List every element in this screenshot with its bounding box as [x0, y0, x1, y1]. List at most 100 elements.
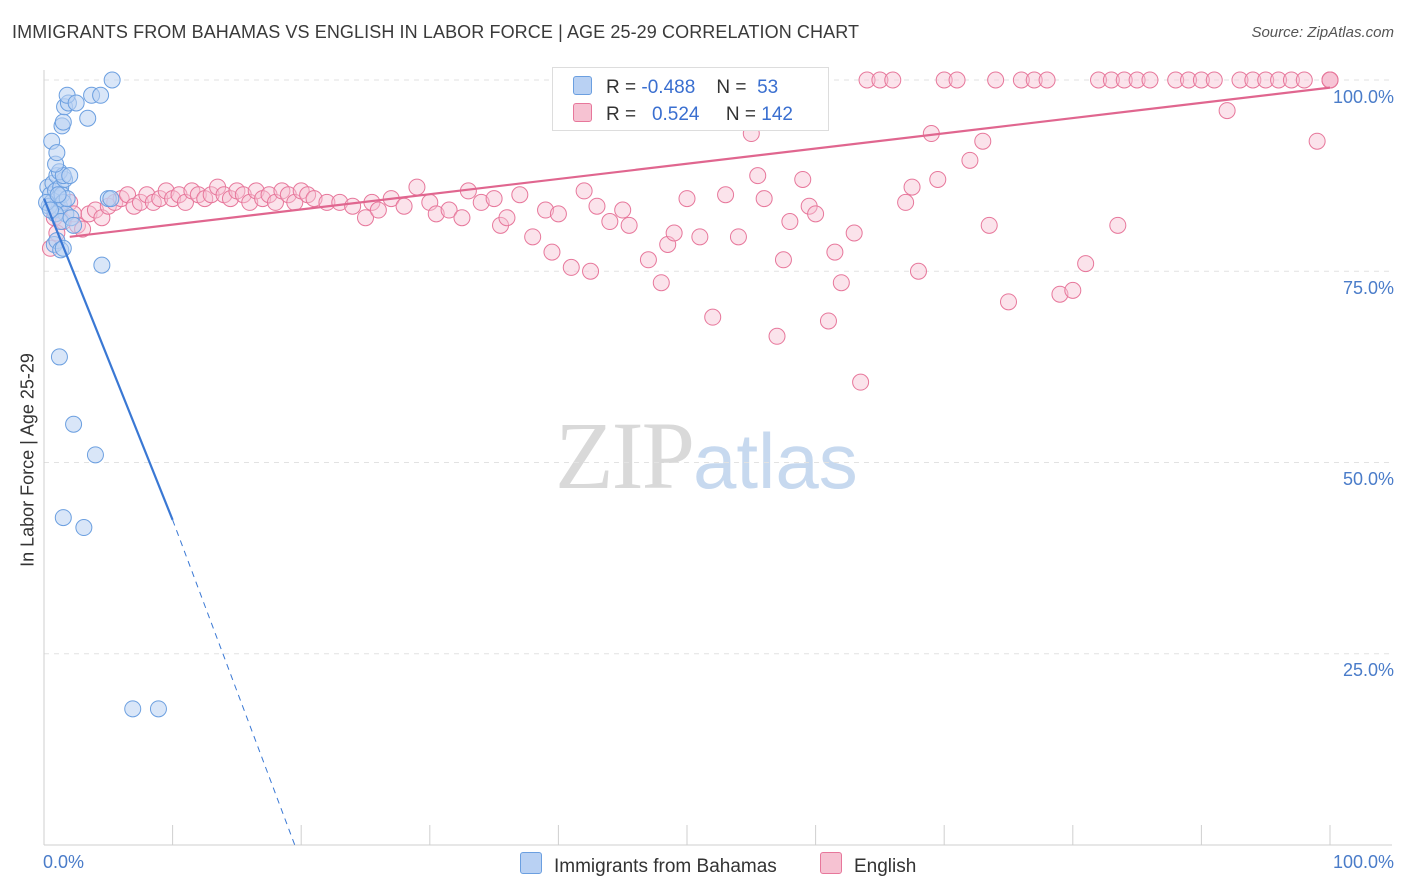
english-point: [357, 209, 374, 227]
english-point: [1218, 102, 1236, 120]
bahamas-point: [93, 256, 111, 274]
english-point: [1141, 71, 1159, 89]
x-tick-label-max: 100.0%: [1332, 852, 1394, 872]
english-point: [1282, 71, 1300, 89]
bahamas-trendline: [42, 198, 174, 521]
english-point: [524, 228, 542, 246]
r-value: 0.524: [651, 104, 700, 125]
english-point: [427, 205, 445, 223]
english-point: [755, 190, 773, 208]
english-point: [1000, 293, 1017, 311]
bahamas-point: [75, 519, 93, 537]
pink-swatch: [573, 103, 592, 122]
english-point: [980, 216, 998, 234]
english-point: [845, 224, 863, 242]
bahamas-point: [102, 190, 120, 208]
y-tick-label: 100.0%: [1332, 87, 1394, 107]
bahamas-point: [65, 415, 83, 433]
english-point: [929, 170, 947, 188]
bahamas-point: [149, 700, 167, 718]
pink-swatch: [820, 852, 842, 874]
y-tick-label: 75.0%: [1342, 278, 1394, 298]
english-point: [1128, 71, 1146, 89]
bahamas-point: [50, 348, 68, 366]
english-point: [453, 209, 471, 227]
bahamas-trendline-extension: [172, 519, 296, 846]
english-point: [1270, 71, 1288, 89]
legend-row-english: R = 0.524 N = 142: [573, 103, 793, 126]
english-point: [620, 216, 638, 234]
english-point: [511, 186, 529, 204]
english-point: [1180, 71, 1198, 89]
english-point: [652, 274, 670, 292]
legend-label: Immigrants from Bahamas: [554, 856, 777, 877]
n-label: N =: [716, 77, 747, 98]
english-point: [562, 258, 580, 276]
english-point: [974, 132, 992, 150]
y-tick-label: 25.0%: [1342, 660, 1394, 680]
bahamas-point: [103, 71, 121, 89]
english-point: [344, 197, 362, 215]
watermark-zip: ZIP: [555, 402, 695, 509]
legend-row-bahamas: R = -0.488 N = 53: [573, 76, 778, 99]
blue-swatch: [573, 76, 592, 95]
watermark-atlas: atlas: [693, 417, 858, 505]
english-point: [807, 205, 825, 223]
legend-label: English: [854, 856, 917, 877]
english-point: [395, 197, 413, 215]
english-point: [1192, 71, 1210, 89]
english-point: [1025, 71, 1043, 89]
english-point: [472, 193, 490, 211]
source-label: Source: ZipAtlas.com: [1251, 24, 1394, 41]
english-point: [1077, 255, 1095, 273]
bahamas-point: [92, 86, 110, 104]
bahamas-point: [124, 700, 142, 718]
english-point: [305, 190, 323, 208]
english-point: [1109, 216, 1127, 234]
english-point: [1295, 71, 1313, 89]
english-point: [1308, 132, 1326, 150]
correlation-legend: R = -0.488 N = 53 R = 0.524 N = 142: [552, 67, 829, 131]
bahamas-point: [48, 144, 66, 162]
english-point: [1205, 71, 1223, 89]
x-tick-label-min: 0.0%: [43, 852, 85, 872]
r-label: R =: [606, 104, 637, 125]
english-point: [549, 205, 567, 223]
english-point: [774, 251, 792, 269]
english-point: [768, 327, 786, 345]
english-point: [537, 201, 555, 219]
english-point: [749, 167, 767, 185]
r-label: R =: [606, 77, 637, 98]
english-point: [794, 170, 812, 188]
english-point: [1102, 71, 1120, 89]
bahamas-point: [79, 109, 97, 127]
bahamas-point: [67, 94, 85, 112]
english-point: [935, 71, 953, 89]
english-point: [961, 151, 979, 169]
english-point: [826, 243, 844, 261]
english-point: [1321, 71, 1339, 89]
english-point: [485, 190, 503, 208]
n-value: 142: [761, 104, 793, 125]
legend-item-bahamas[interactable]: Immigrants from Bahamas: [520, 852, 777, 878]
bahamas-point: [54, 113, 72, 131]
english-point: [1090, 71, 1108, 89]
english-point: [884, 71, 902, 89]
english-point: [1244, 71, 1262, 89]
english-point: [582, 262, 600, 280]
y-axis-label: In Labor Force | Age 25-29: [17, 353, 38, 567]
english-point: [1257, 71, 1275, 89]
english-point: [691, 228, 709, 246]
bahamas-point: [49, 186, 67, 204]
english-point: [852, 373, 870, 391]
english-point: [832, 274, 850, 292]
english-point: [1115, 71, 1133, 89]
english-point: [1167, 71, 1185, 89]
legend-item-english[interactable]: English: [820, 852, 916, 878]
english-point: [897, 193, 915, 211]
english-point: [987, 71, 1005, 89]
bahamas-point: [86, 446, 104, 464]
bahamas-point: [61, 167, 79, 185]
n-value: 53: [757, 77, 779, 98]
